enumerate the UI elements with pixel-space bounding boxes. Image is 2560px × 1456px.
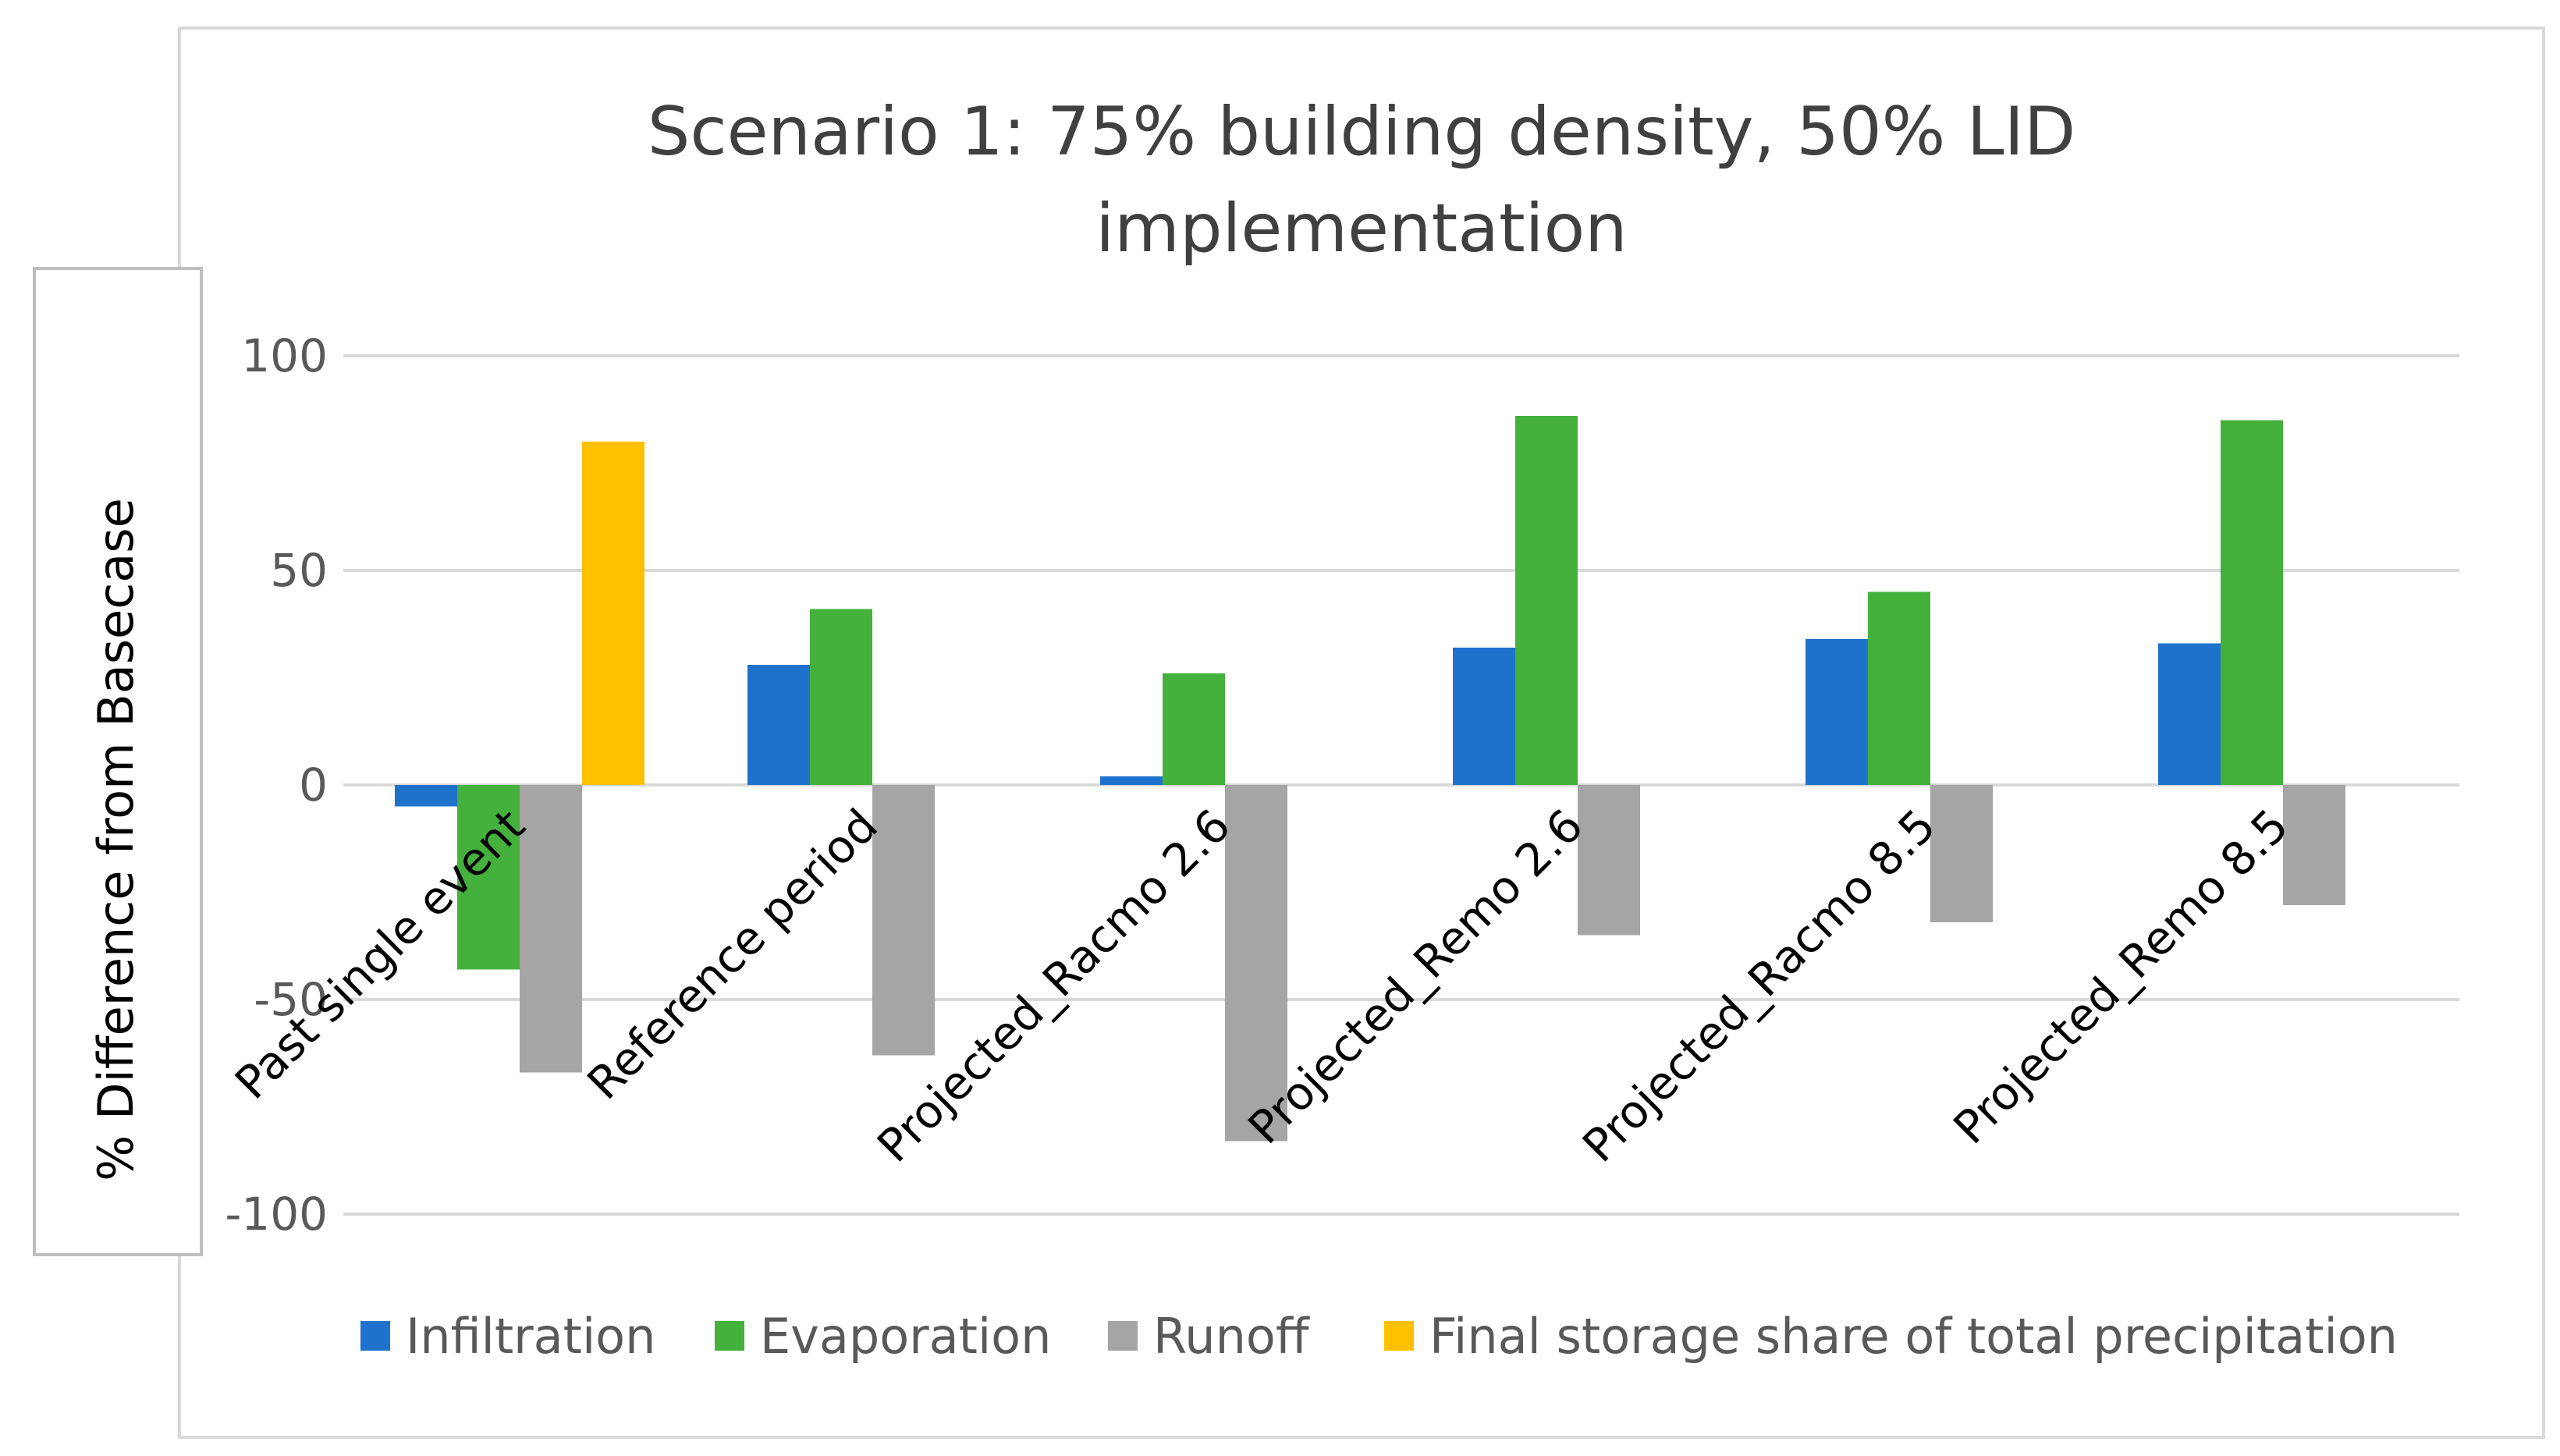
legend-swatch [1384, 1321, 1414, 1351]
chart-title-line-2: implementation [1095, 190, 1627, 268]
bar-runoff [2283, 785, 2345, 905]
y-tick-label: 50 [270, 544, 328, 597]
bar-runoff [1578, 785, 1640, 936]
bar-infiltration [1805, 639, 1868, 785]
y-tick-label: 0 [299, 758, 328, 811]
bar-infiltration [747, 665, 810, 785]
gridlines [343, 354, 2459, 1216]
y-tick-label: -100 [225, 1188, 328, 1241]
chart-title-line-1: Scenario 1: 75% building density, 50% LI… [648, 93, 2075, 171]
bar-evaporation [810, 609, 872, 785]
bar-infiltration [1100, 776, 1163, 785]
y-axis-title-box [33, 267, 203, 1256]
legend-label: Final storage share of total precipitati… [1429, 1308, 2398, 1365]
y-tick-label: 100 [241, 329, 328, 382]
bar-infiltration [2158, 643, 2221, 785]
legend-label: Evaporation [760, 1308, 1051, 1365]
y-tick-label: -50 [254, 973, 328, 1026]
bar-evaporation [1163, 673, 1225, 785]
bar-runoff [872, 785, 935, 1056]
bar-runoff [520, 785, 582, 1073]
bar-runoff [1930, 785, 1993, 922]
bar-final-storage-share-of-total-precipitation [582, 442, 644, 785]
y-axis-title: % Difference from Basecase [87, 498, 144, 1181]
legend-swatch [360, 1321, 390, 1351]
bar-evaporation [1868, 591, 1930, 785]
chart-border [178, 27, 2545, 1439]
legend-label: Runoff [1153, 1308, 1310, 1365]
bars [395, 416, 2345, 1142]
bar-evaporation [2221, 420, 2283, 785]
y-tick-labels: 100 50 0 -50 -100 [225, 329, 328, 1241]
legend-swatch [1108, 1321, 1138, 1351]
legend-swatch [715, 1321, 744, 1351]
bar-infiltration [395, 785, 457, 807]
bar-runoff [1225, 785, 1287, 1142]
bar-evaporation [457, 785, 520, 970]
bar-infiltration [1453, 648, 1515, 785]
legend: Infiltration Evaporation Runoff Final stora… [360, 1308, 2398, 1365]
legend-label: Infiltration [406, 1308, 655, 1365]
bar-evaporation [1515, 416, 1578, 785]
